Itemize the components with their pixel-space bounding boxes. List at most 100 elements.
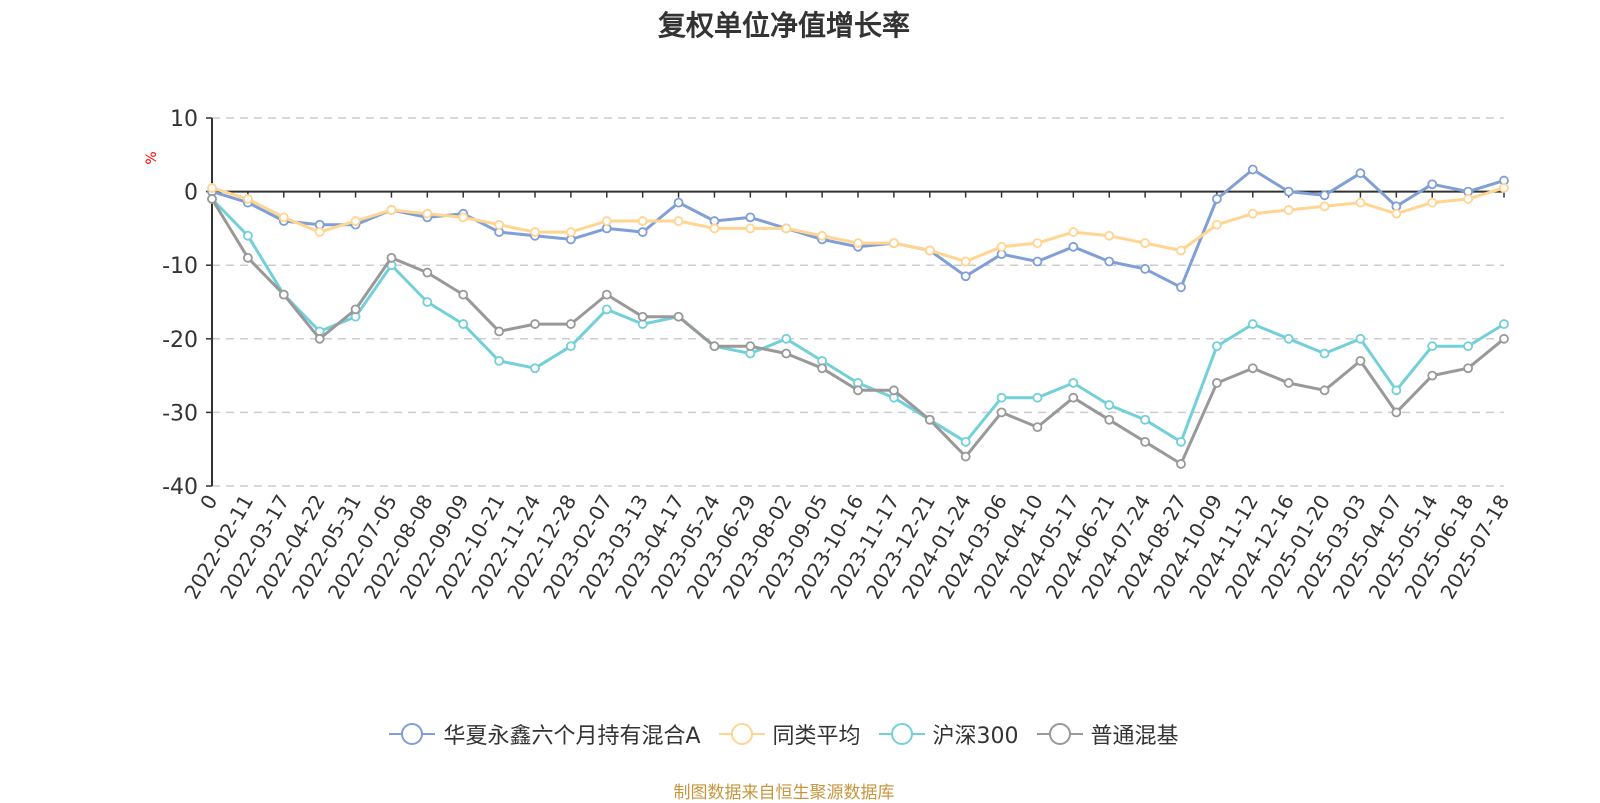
data-point <box>242 230 253 241</box>
data-point <box>1499 319 1509 329</box>
legend-item[interactable]: 华夏永鑫六个月持有混合A <box>389 718 701 750</box>
data-point <box>242 252 253 263</box>
data-point <box>924 414 935 425</box>
y-tick-label: -10 <box>162 254 198 279</box>
data-point <box>350 304 361 315</box>
data-point <box>1068 378 1079 388</box>
legend-label: 沪深300 <box>932 724 1019 749</box>
x-tick-label: 0 <box>195 491 222 514</box>
data-point <box>637 216 648 226</box>
data-point <box>960 451 971 462</box>
data-point <box>494 326 505 337</box>
data-point <box>278 212 289 223</box>
data-point <box>673 197 684 208</box>
data-point <box>1283 186 1294 197</box>
data-point <box>422 267 433 278</box>
data-point <box>1176 459 1186 469</box>
data-point <box>278 289 289 300</box>
data-point <box>1032 238 1043 249</box>
data-point <box>1463 194 1474 204</box>
data-point <box>960 271 971 282</box>
legend-swatch <box>1036 723 1083 745</box>
data-point <box>1032 256 1043 267</box>
data-point <box>1140 436 1151 447</box>
data-point <box>709 223 720 234</box>
data-point <box>1068 392 1079 403</box>
data-point <box>709 341 720 352</box>
data-point <box>1427 341 1438 352</box>
data-point <box>530 227 540 237</box>
data-point <box>1463 341 1474 352</box>
data-point <box>350 216 361 226</box>
data-point <box>1355 355 1366 366</box>
y-tick-label: -20 <box>162 328 198 353</box>
data-point <box>1355 333 1366 344</box>
legend-item[interactable]: 沪深300 <box>878 718 1019 750</box>
data-point <box>996 392 1007 403</box>
data-point <box>565 319 576 329</box>
data-point <box>1319 190 1330 201</box>
data-point <box>458 319 469 329</box>
data-point <box>1319 385 1330 396</box>
legend-label: 同类平均 <box>772 724 861 749</box>
chart-title: 复权单位净值增长率 <box>657 9 910 42</box>
data-point <box>745 223 756 234</box>
data-point <box>386 205 397 215</box>
data-point <box>1499 183 1509 193</box>
data-point <box>853 385 863 396</box>
data-point <box>1032 392 1043 403</box>
data-point <box>781 223 792 234</box>
data-point <box>1104 414 1115 425</box>
legend-item[interactable]: 同类平均 <box>718 718 861 750</box>
data-point <box>314 227 325 237</box>
data-point <box>207 183 217 193</box>
data-point <box>745 341 756 352</box>
data-point <box>1391 385 1402 396</box>
data-point <box>817 230 828 241</box>
data-point <box>781 333 792 344</box>
data-point <box>565 227 576 237</box>
data-point <box>386 252 397 263</box>
data-point <box>673 216 684 226</box>
data-point <box>1140 414 1151 425</box>
data-point <box>1068 227 1079 237</box>
data-point <box>960 256 971 267</box>
data-point <box>422 297 433 307</box>
grid-lines <box>212 117 1504 487</box>
data-point <box>996 241 1007 252</box>
data-point <box>565 341 576 352</box>
data-point <box>1247 319 1258 329</box>
data-point <box>1391 407 1402 418</box>
data-point <box>1176 436 1186 447</box>
data-point <box>1211 378 1222 388</box>
y-tick-label: 0 <box>184 181 198 206</box>
data-point <box>1176 245 1186 256</box>
series-lines <box>207 164 1509 469</box>
data-point <box>1499 333 1509 344</box>
legend-swatch <box>878 723 925 745</box>
data-point <box>1032 422 1043 433</box>
data-point <box>1427 370 1438 381</box>
legend-item[interactable]: 普通混基 <box>1036 718 1179 750</box>
data-point <box>1247 164 1258 175</box>
data-point <box>1247 363 1258 374</box>
data-point <box>458 289 469 300</box>
legend-label: 华夏永鑫六个月持有混合A <box>443 724 701 749</box>
data-point <box>1211 341 1222 352</box>
data-point <box>1247 208 1258 219</box>
data-point <box>1068 241 1079 252</box>
data-point <box>207 194 217 204</box>
data-point <box>673 311 684 322</box>
y-tick-label: 10 <box>170 107 198 132</box>
data-point <box>1355 168 1366 179</box>
series-line <box>210 197 1505 444</box>
data-point <box>1355 197 1366 208</box>
data-point <box>1283 333 1294 344</box>
data-point <box>530 363 540 374</box>
data-point <box>422 208 433 219</box>
y-tick-label: -40 <box>162 475 198 500</box>
axes: 100-10-20-30-4002022-02-112022-03-172022… <box>162 107 1514 603</box>
data-point <box>1427 197 1438 208</box>
data-point <box>1319 201 1330 212</box>
data-point <box>601 289 612 300</box>
